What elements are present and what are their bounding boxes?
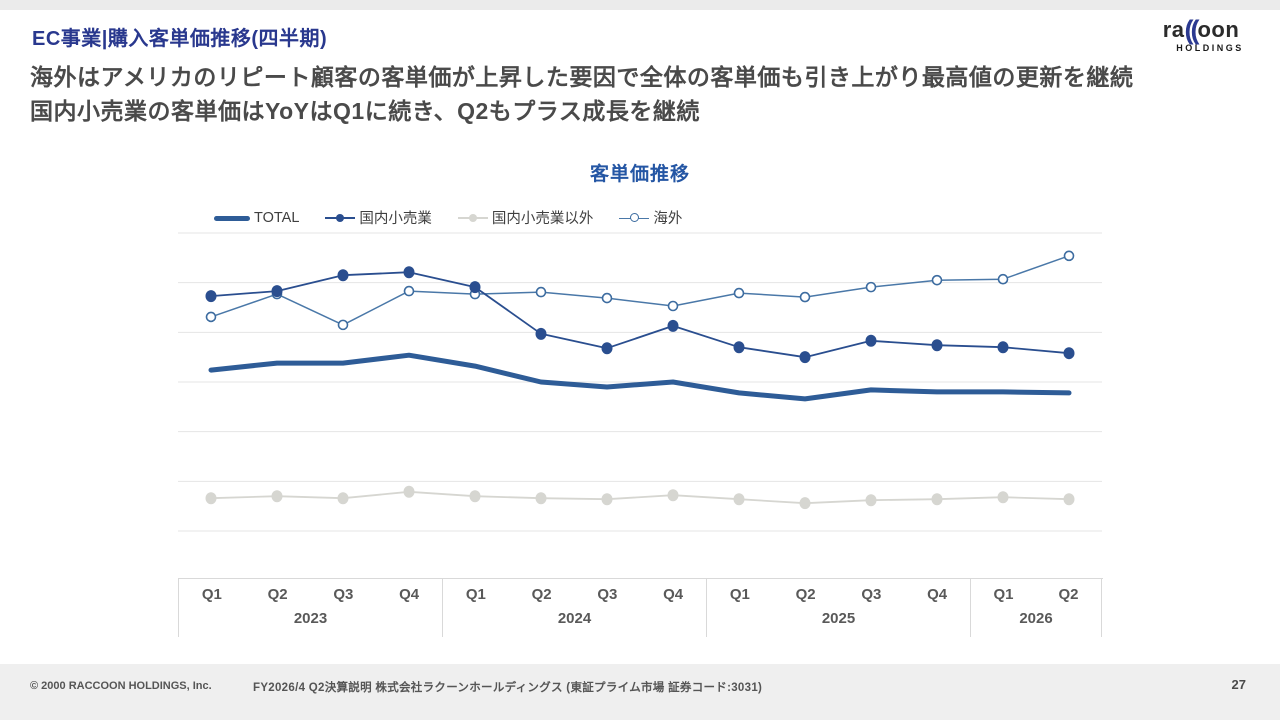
- axis-quarter-label: Q2: [795, 586, 816, 603]
- subtitle-line-2: 国内小売業の客単価はYoYはQ1に続き、Q2もプラス成長を継続: [30, 98, 700, 124]
- axis-quarter-label: Q2: [531, 586, 552, 603]
- top-strip: [0, 0, 1280, 10]
- footer: © 2000 RACCOON HOLDINGS, Inc. FY2026/4 Q…: [0, 664, 1280, 720]
- axis-quarter-label: Q2: [1058, 586, 1079, 603]
- legend-item-domestic-retail: 国内小売業: [325, 207, 432, 228]
- slide-subtitle: 海外はアメリカのリピート顧客の客単価が上昇した要因で全体の客単価も引き上がり最高…: [30, 60, 1133, 128]
- axis-year-label: 2024: [557, 610, 592, 627]
- axis-quarter-label: Q4: [663, 586, 684, 603]
- axis-quarter-label: Q1: [201, 586, 222, 603]
- x-axis-table: Q1 Q2 Q3 Q4 2023 Q1 Q2 Q3 Q4 2024 Q1 Q2 Q3 Q4 2025 Q1 Q2…: [178, 578, 1103, 637]
- footer-copyright: © 2000 RACCOON HOLDINGS, Inc.: [30, 680, 212, 692]
- legend-item-overseas: 海外: [619, 207, 682, 228]
- unit-price-line-chart: [178, 232, 1102, 532]
- axis-year-label: 2026: [1019, 610, 1053, 627]
- legend-label-domestic-retail: 国内小売業: [359, 211, 432, 227]
- axis-quarter-label: Q3: [333, 586, 354, 603]
- subtitle-line-1: 海外はアメリカのリピート顧客の客単価が上昇した要因で全体の客単価も引き上がり最高…: [30, 64, 1134, 90]
- raccoon-holdings-logo: ra((oon HOLDINGS: [1146, 15, 1256, 54]
- legend-label-total: TOTAL: [254, 209, 300, 226]
- logo-holdings-text: HOLDINGS: [1176, 43, 1244, 53]
- axis-quarter-label: Q3: [597, 586, 618, 603]
- axis-year-label: 2025: [821, 610, 856, 627]
- chart-title: 客単価推移: [589, 164, 690, 185]
- legend-item-total: TOTAL: [214, 210, 299, 226]
- axis-year-group-2025: Q1 Q2 Q3 Q4 2025: [706, 579, 970, 637]
- axis-quarter-label: Q4: [927, 586, 948, 603]
- axis-quarter-label: Q1: [465, 586, 486, 603]
- logo-parens-icon: ((: [1184, 15, 1199, 45]
- legend-label-non-retail: 国内小売業以外: [491, 211, 594, 227]
- logo-oon: oon: [1197, 17, 1240, 42]
- page-number: 27: [1231, 677, 1246, 692]
- slide-title: EC事業|購入客単価推移(四半期): [32, 28, 328, 50]
- axis-year-group-2024: Q1 Q2 Q3 Q4 2024: [442, 579, 706, 637]
- open-circle-line-swatch-icon: [619, 211, 650, 225]
- footer-description: FY2026/4 Q2決算説明 株式会社ラクーンホールディングス (東証プライム…: [253, 682, 763, 694]
- logo-wordmark: ra((oon: [1146, 15, 1256, 45]
- axis-year-label: 2023: [293, 610, 328, 627]
- axis-quarter-label: Q2: [267, 586, 288, 603]
- filled-dot-line-swatch-icon: [325, 211, 356, 225]
- axis-quarter-label: Q3: [861, 586, 882, 603]
- chart-canvas: [178, 232, 1102, 532]
- gray-dot-line-swatch-icon: [457, 211, 488, 225]
- axis-year-group-2023: Q1 Q2 Q3 Q4 2023: [178, 579, 442, 637]
- chart-legend: TOTAL 国内小売業 国内小売業以外 海外: [214, 207, 682, 228]
- axis-quarter-label: Q4: [399, 586, 420, 603]
- legend-item-non-retail: 国内小売業以外: [457, 207, 594, 228]
- legend-label-overseas: 海外: [653, 211, 683, 227]
- total-line-swatch-icon: [214, 211, 250, 225]
- axis-year-group-2026: Q1 Q2 2026: [970, 579, 1102, 637]
- axis-quarter-label: Q1: [993, 586, 1014, 603]
- axis-quarter-label: Q1: [729, 586, 750, 603]
- logo-ra: ra: [1162, 17, 1185, 42]
